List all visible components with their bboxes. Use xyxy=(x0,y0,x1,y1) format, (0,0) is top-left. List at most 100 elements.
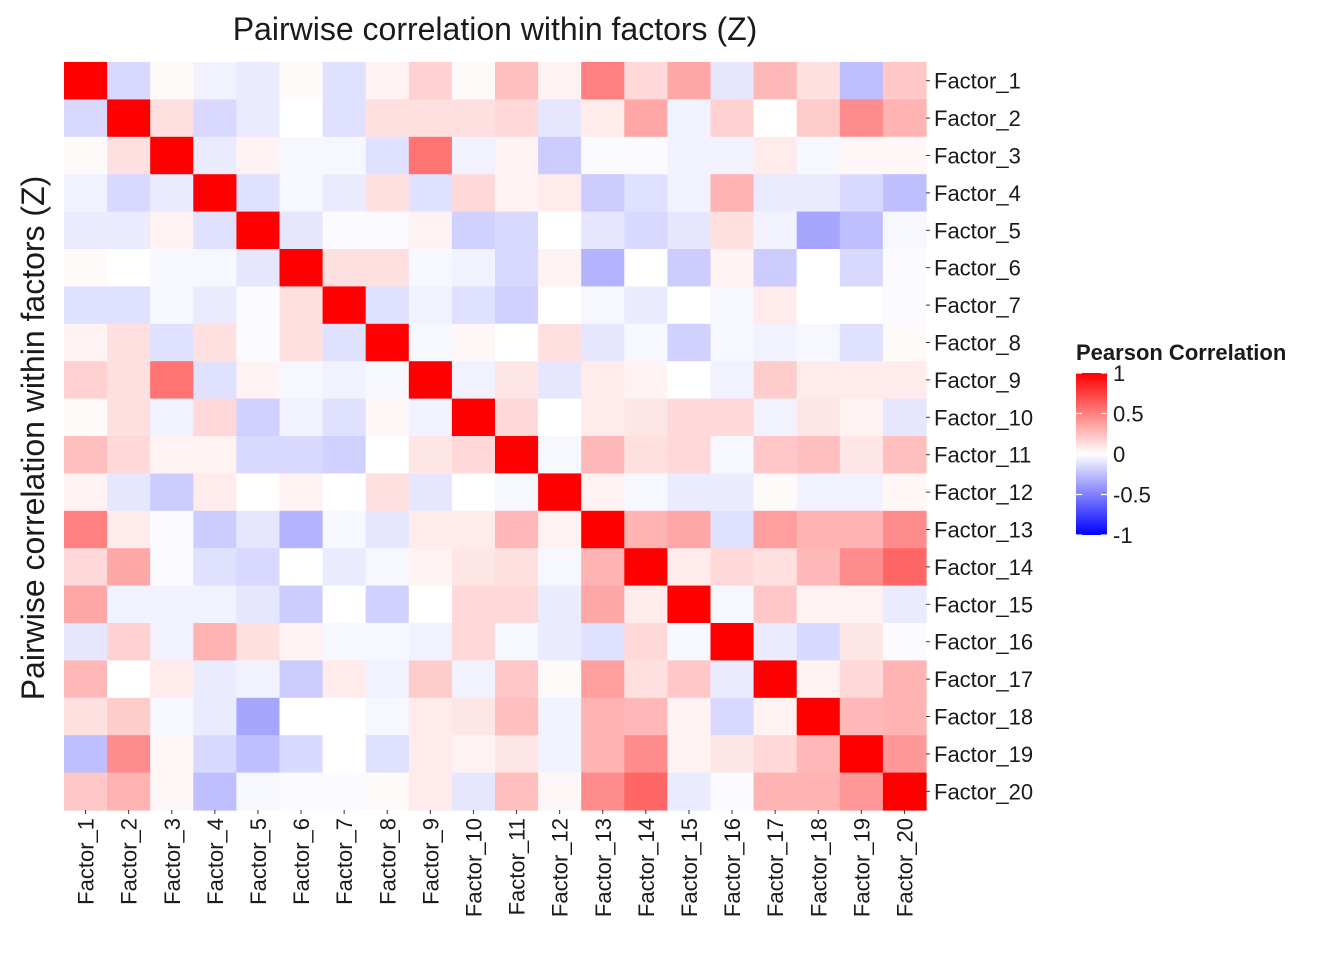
heatmap-cell xyxy=(667,211,712,250)
heatmap-cell xyxy=(193,211,237,250)
heatmap-cell xyxy=(279,136,324,175)
heatmap-cell xyxy=(495,473,539,512)
heatmap-cell xyxy=(451,361,496,400)
heatmap-cell xyxy=(408,361,453,400)
heatmap-cell xyxy=(624,473,668,512)
heatmap-cell xyxy=(624,660,668,699)
row-label: Factor_4 xyxy=(934,181,1021,206)
heatmap-cell xyxy=(236,510,281,549)
heatmap-cell xyxy=(538,697,582,736)
row-label: Factor_18 xyxy=(934,705,1033,730)
heatmap-cell xyxy=(107,361,151,400)
heatmap-cell xyxy=(753,249,798,287)
heatmap-cell xyxy=(710,249,755,287)
heatmap-cell xyxy=(193,697,237,736)
heatmap-cell xyxy=(882,136,927,175)
heatmap-cell xyxy=(193,174,237,213)
heatmap-cell xyxy=(624,286,668,325)
heatmap-cell xyxy=(839,136,884,175)
heatmap-cell xyxy=(839,772,884,811)
heatmap-cell xyxy=(753,697,798,736)
heatmap-cell xyxy=(667,548,712,587)
heatmap-cell xyxy=(667,772,712,811)
heatmap-cell xyxy=(279,211,324,250)
heatmap-cell xyxy=(408,548,453,587)
heatmap-cell xyxy=(581,323,625,362)
heatmap-cell xyxy=(882,510,927,549)
heatmap-cell xyxy=(710,772,755,811)
heatmap-cell xyxy=(150,249,194,287)
heatmap-cell xyxy=(408,697,453,736)
heatmap-cell xyxy=(796,174,841,213)
heatmap-cell xyxy=(64,697,108,736)
heatmap-cell xyxy=(710,136,755,175)
heatmap-cell xyxy=(624,249,668,287)
heatmap-cell xyxy=(365,436,410,474)
heatmap-cell xyxy=(667,623,712,661)
heatmap-cell xyxy=(495,136,539,175)
heatmap-cell xyxy=(322,473,367,512)
heatmap-cell xyxy=(451,585,496,624)
row-label: Factor_15 xyxy=(934,592,1033,617)
heatmap-cell xyxy=(538,62,582,100)
heatmap-cell xyxy=(796,99,841,138)
heatmap-cell xyxy=(322,735,367,774)
heatmap-cell xyxy=(408,436,453,474)
heatmap-cell xyxy=(538,323,582,362)
heatmap-cell xyxy=(150,361,194,400)
heatmap-cell xyxy=(150,174,194,213)
heatmap-cell xyxy=(451,436,496,474)
heatmap-cell xyxy=(710,436,755,474)
heatmap-cell xyxy=(365,286,410,325)
heatmap-cell xyxy=(882,249,927,287)
heatmap-cell xyxy=(495,772,539,811)
heatmap-cell xyxy=(64,436,108,474)
y-axis-label: Pairwise correlation within factors (Z) xyxy=(15,176,51,701)
heatmap-cell xyxy=(753,735,798,774)
heatmap-cell xyxy=(753,62,798,100)
heatmap-cell xyxy=(581,436,625,474)
heatmap-cell xyxy=(150,211,194,250)
heatmap-cell xyxy=(495,99,539,138)
heatmap-cell xyxy=(236,660,281,699)
heatmap-cell xyxy=(451,286,496,325)
heatmap-cell xyxy=(538,585,582,624)
heatmap-cell xyxy=(667,660,712,699)
heatmap-cell xyxy=(193,585,237,624)
heatmap-cell xyxy=(796,660,841,699)
heatmap-cell xyxy=(451,174,496,213)
heatmap-cell xyxy=(796,286,841,325)
heatmap-cell xyxy=(624,211,668,250)
column-label: Factor_5 xyxy=(246,818,271,905)
heatmap-cell xyxy=(365,99,410,138)
legend-ticks: 1 0.5 0 -0.5 -1 xyxy=(1076,361,1151,548)
heatmap-cell xyxy=(581,249,625,287)
heatmap-cell xyxy=(150,623,194,661)
heatmap-cell xyxy=(64,660,108,699)
heatmap-cell xyxy=(839,697,884,736)
column-label: Factor_4 xyxy=(203,818,228,905)
heatmap-cell xyxy=(107,174,151,213)
heatmap-cell xyxy=(107,660,151,699)
heatmap-cell xyxy=(495,735,539,774)
heatmap-cell xyxy=(322,660,367,699)
heatmap-cell xyxy=(107,473,151,512)
heatmap-cell xyxy=(667,585,712,624)
heatmap-cell xyxy=(538,735,582,774)
heatmap-cell xyxy=(581,585,625,624)
heatmap-cell xyxy=(495,585,539,624)
row-label: Factor_13 xyxy=(934,518,1033,543)
heatmap-cell xyxy=(408,660,453,699)
heatmap-cell xyxy=(279,436,324,474)
legend-tick-label: 0.5 xyxy=(1113,402,1144,427)
heatmap-cell xyxy=(495,249,539,287)
heatmap-cell xyxy=(667,735,712,774)
heatmap-cell xyxy=(667,99,712,138)
column-label: Factor_8 xyxy=(375,818,400,905)
heatmap-cell xyxy=(753,585,798,624)
heatmap-cell xyxy=(624,62,668,100)
legend-tick-label: -0.5 xyxy=(1113,483,1151,508)
column-label: Factor_6 xyxy=(289,818,314,905)
heatmap-cell xyxy=(581,398,625,437)
